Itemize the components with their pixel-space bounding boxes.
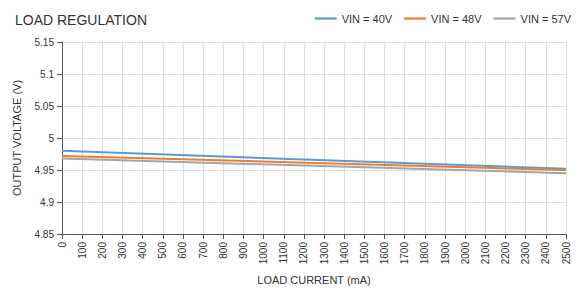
- svg-text:700: 700: [198, 242, 209, 259]
- svg-text:1200: 1200: [298, 242, 309, 265]
- svg-text:2100: 2100: [480, 242, 491, 265]
- svg-text:5.15: 5.15: [35, 37, 55, 48]
- svg-text:VIN = 57V: VIN = 57V: [521, 13, 572, 25]
- svg-text:1100: 1100: [278, 242, 289, 264]
- svg-text:900: 900: [238, 242, 249, 259]
- svg-text:5: 5: [48, 133, 54, 144]
- svg-text:1300: 1300: [319, 242, 330, 265]
- svg-text:100: 100: [77, 242, 88, 259]
- svg-text:600: 600: [177, 242, 188, 259]
- svg-text:4.9: 4.9: [40, 197, 54, 208]
- svg-text:5.05: 5.05: [35, 101, 55, 112]
- svg-text:1400: 1400: [339, 242, 350, 265]
- svg-text:1000: 1000: [258, 242, 269, 265]
- svg-text:1500: 1500: [359, 242, 370, 265]
- svg-text:2500: 2500: [561, 242, 572, 265]
- svg-text:800: 800: [218, 242, 229, 259]
- svg-text:5.1: 5.1: [40, 69, 54, 80]
- svg-text:1900: 1900: [440, 242, 451, 265]
- svg-text:4.85: 4.85: [35, 229, 55, 240]
- svg-text:300: 300: [117, 242, 128, 259]
- svg-text:1700: 1700: [399, 242, 410, 265]
- svg-text:1600: 1600: [379, 242, 390, 265]
- svg-text:0: 0: [57, 242, 68, 248]
- svg-text:2200: 2200: [500, 242, 511, 265]
- svg-text:VIN = 40V: VIN = 40V: [342, 13, 393, 25]
- svg-text:OUTPUT VOLTAGE (V): OUTPUT VOLTAGE (V): [11, 80, 23, 196]
- svg-text:200: 200: [97, 242, 108, 259]
- svg-text:LOAD REGULATION: LOAD REGULATION: [15, 12, 147, 28]
- svg-text:LOAD CURRENT (mA): LOAD CURRENT (mA): [257, 274, 370, 286]
- svg-text:500: 500: [157, 242, 168, 259]
- svg-text:400: 400: [137, 242, 148, 259]
- svg-text:2300: 2300: [520, 242, 531, 265]
- svg-text:4.95: 4.95: [35, 165, 55, 176]
- svg-text:2400: 2400: [540, 242, 551, 265]
- svg-text:VIN = 48V: VIN = 48V: [431, 13, 482, 25]
- svg-text:2000: 2000: [460, 242, 471, 265]
- svg-text:1800: 1800: [419, 242, 430, 265]
